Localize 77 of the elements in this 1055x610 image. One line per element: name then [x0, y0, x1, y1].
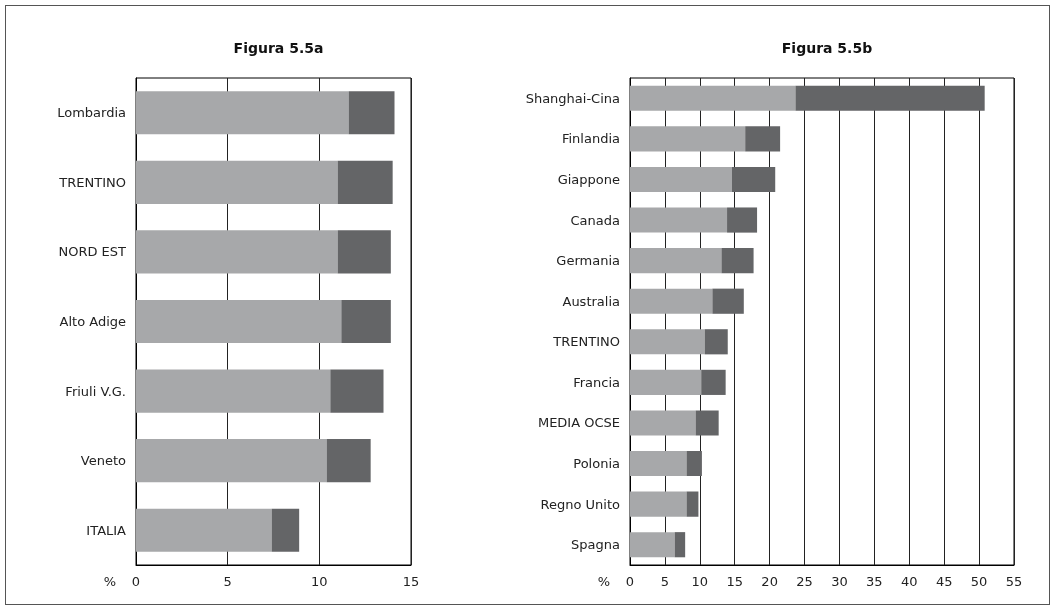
- bar: [271, 508, 300, 552]
- bar: [745, 126, 781, 152]
- bar: [686, 450, 702, 477]
- chart-title: Figura 5.5a: [233, 40, 324, 56]
- x-tick-label: 40: [901, 574, 918, 589]
- bar: [630, 532, 675, 558]
- bar: [674, 532, 686, 558]
- bar: [630, 369, 702, 395]
- y-tick-label: Friuli V.G.: [65, 383, 126, 399]
- y-tick-label: Veneto: [80, 453, 127, 469]
- y-tick-label: Shanghai-Cina: [525, 90, 620, 106]
- x-tick-label: 20: [761, 574, 778, 589]
- bar: [721, 248, 754, 274]
- y-tick-label: Regno Unito: [540, 496, 621, 512]
- x-tick-label: 50: [970, 574, 988, 589]
- y-tick-label: Spagna: [571, 537, 620, 553]
- bar: [136, 160, 338, 204]
- x-tick-label: 45: [935, 574, 953, 589]
- y-tick-label: ITALIA: [86, 522, 127, 538]
- x-tick-label: 5: [223, 574, 232, 589]
- bar: [630, 248, 722, 274]
- y-tick-label: TRENTINO: [552, 334, 620, 350]
- y-tick-label: Australia: [562, 293, 620, 309]
- bar: [630, 207, 728, 233]
- bar: [136, 230, 338, 274]
- y-tick-label: Giappone: [557, 171, 620, 187]
- x-tick-label: 0: [131, 574, 141, 589]
- bar: [630, 491, 687, 517]
- bar: [704, 329, 728, 355]
- bar: [330, 369, 384, 413]
- bar: [731, 166, 776, 193]
- bar: [136, 508, 272, 552]
- bar: [136, 439, 327, 483]
- y-tick-label: NORD EST: [58, 244, 127, 260]
- x-axis-title: %: [103, 574, 116, 589]
- bar: [337, 230, 391, 274]
- bar: [727, 207, 758, 233]
- bar: [630, 166, 732, 193]
- y-tick-label: Alto Adige: [59, 314, 126, 329]
- y-tick-label: Canada: [570, 212, 620, 228]
- x-tick-label: 10: [311, 574, 328, 589]
- x-axis-title: %: [597, 574, 610, 589]
- x-tick-label: 0: [625, 574, 635, 589]
- y-tick-label: Polonia: [573, 456, 620, 472]
- bar: [701, 369, 726, 395]
- y-tick-label: Francia: [573, 374, 620, 390]
- y-tick-label: Lombardia: [57, 105, 126, 121]
- x-tick-label: 5: [660, 574, 670, 589]
- bar: [630, 329, 705, 355]
- bar: [630, 410, 696, 436]
- x-tick-label: 55: [1005, 574, 1023, 589]
- bar: [630, 288, 713, 314]
- bar: [630, 450, 687, 477]
- bar: [795, 85, 985, 111]
- bar: [136, 91, 349, 135]
- x-tick-label: 15: [402, 574, 420, 589]
- bar: [326, 439, 371, 483]
- x-tick-label: 25: [796, 574, 813, 589]
- x-tick-label: 30: [831, 574, 848, 589]
- bar: [712, 288, 744, 314]
- bar: [136, 369, 331, 413]
- bar: [630, 85, 796, 111]
- y-tick-label: MEDIA OCSE: [537, 415, 620, 431]
- bar: [337, 160, 393, 204]
- y-tick-label: Germania: [556, 253, 620, 269]
- bar: [348, 91, 395, 135]
- bar: [630, 126, 746, 152]
- bar: [341, 299, 391, 344]
- y-tick-label: Finlandia: [561, 131, 620, 147]
- chart-title: Figura 5.5b: [781, 40, 873, 56]
- bar: [686, 491, 699, 517]
- bar: [695, 410, 719, 436]
- x-tick-label: 15: [726, 574, 743, 589]
- bar: [136, 299, 342, 344]
- x-tick-label: 35: [866, 574, 883, 589]
- x-tick-label: 10: [691, 574, 709, 589]
- y-tick-label: TRENTINO: [58, 174, 126, 190]
